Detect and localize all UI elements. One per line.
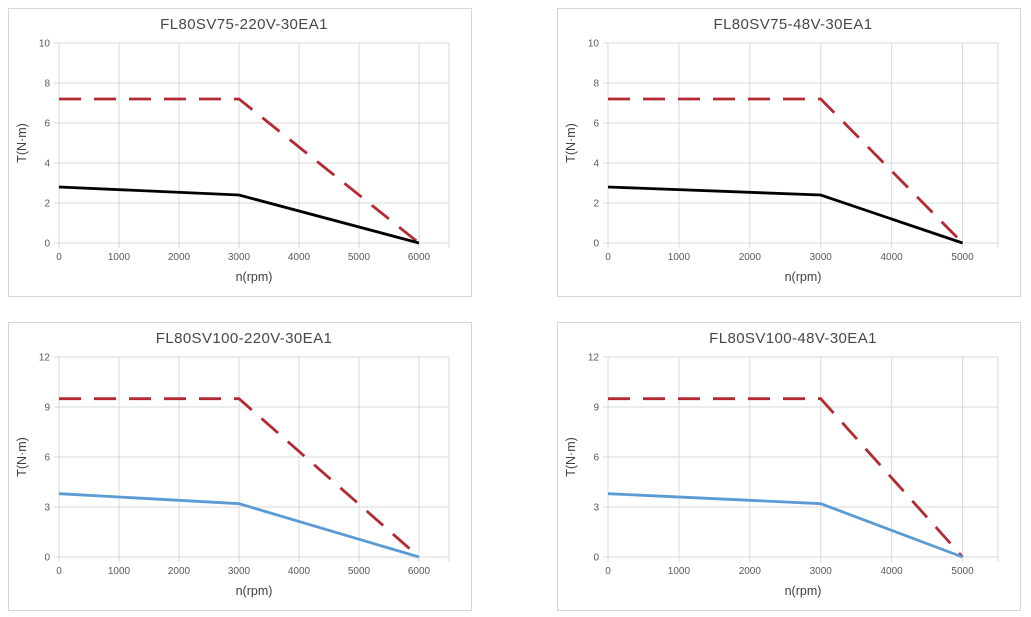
svg-text:n(rpm): n(rpm) (236, 584, 273, 598)
chart-panel-fl80sv100-48v: FL80SV100-48V-30EA1 0 3 6 9 12 0 1000 2000 3000 4… (557, 322, 1021, 611)
chart-title: FL80SV75-48V-30EA1 (713, 16, 873, 33)
svg-text:T(N·m): T(N·m) (15, 123, 29, 163)
chart-panel-fl80sv75-48v: FL80SV75-48V-30EA1 0 2 4 6 8 10 0 1000 2000 3000 4… (557, 8, 1021, 297)
torque-speed-chart: 0 3 6 9 12 0 1000 2000 3000 4000 5000 n(rpm) T(N·m) (564, 353, 999, 598)
svg-text:2000: 2000 (739, 252, 762, 263)
svg-text:1000: 1000 (108, 566, 131, 577)
chart-title: FL80SV100-48V-30EA1 (709, 330, 877, 347)
svg-text:4000: 4000 (881, 566, 904, 577)
series-continuous-torque (58, 492, 420, 559)
svg-text:9: 9 (593, 403, 599, 414)
svg-text:5000: 5000 (348, 566, 371, 577)
svg-text:4: 4 (44, 159, 50, 170)
svg-text:n(rpm): n(rpm) (785, 270, 822, 284)
svg-text:2: 2 (593, 199, 599, 210)
svg-text:1000: 1000 (108, 252, 131, 263)
svg-text:4000: 4000 (288, 566, 311, 577)
svg-text:3000: 3000 (228, 566, 251, 577)
chart-panel-fl80sv100-220v: FL80SV100-220V-30EA1 0 3 6 9 12 0 1000 2000 3000… (8, 322, 472, 611)
svg-text:5000: 5000 (951, 566, 974, 577)
svg-text:4000: 4000 (288, 252, 311, 263)
chart-title: FL80SV100-220V-30EA1 (155, 330, 333, 347)
svg-text:0: 0 (44, 239, 50, 250)
series-peak-torque (59, 397, 420, 559)
svg-text:T(N·m): T(N·m) (564, 437, 578, 477)
series-peak-torque (59, 97, 420, 245)
svg-text:5000: 5000 (951, 252, 974, 263)
svg-text:2000: 2000 (168, 566, 191, 577)
svg-text:10: 10 (39, 39, 51, 50)
svg-text:8: 8 (44, 79, 50, 90)
svg-text:n(rpm): n(rpm) (785, 584, 822, 598)
svg-text:9: 9 (44, 403, 50, 414)
torque-speed-chart: 0 2 4 6 8 10 0 1000 2000 3000 4000 5000 n(rpm) T(N·m) (564, 39, 999, 284)
svg-text:6: 6 (593, 119, 599, 130)
series-peak-torque (608, 397, 964, 558)
svg-text:8: 8 (593, 79, 599, 90)
torque-speed-chart: 0 2 4 6 8 10 0 1000 2000 3000 4000 5000 6000 n(rpm) T(… (15, 39, 450, 284)
series-continuous-torque (607, 185, 963, 245)
svg-text:4000: 4000 (881, 252, 904, 263)
svg-text:3000: 3000 (228, 252, 251, 263)
svg-text:2000: 2000 (739, 566, 762, 577)
svg-text:4: 4 (593, 159, 599, 170)
svg-text:0: 0 (56, 252, 62, 263)
series-continuous-torque (607, 492, 964, 559)
svg-text:1000: 1000 (668, 566, 691, 577)
svg-text:T(N·m): T(N·m) (564, 123, 578, 163)
series-peak-torque (608, 97, 964, 244)
svg-text:6000: 6000 (408, 566, 431, 577)
svg-text:5000: 5000 (348, 252, 371, 263)
svg-text:3000: 3000 (810, 252, 833, 263)
svg-text:T(N·m): T(N·m) (15, 437, 29, 477)
svg-text:12: 12 (39, 353, 51, 364)
svg-text:12: 12 (588, 353, 600, 364)
svg-text:6000: 6000 (408, 252, 431, 263)
svg-text:0: 0 (605, 252, 611, 263)
svg-text:0: 0 (605, 566, 611, 577)
svg-text:10: 10 (588, 39, 600, 50)
chart-panel-fl80sv75-220v: FL80SV75-220V-30EA1 0 2 4 6 8 10 0 1000 2000 3000… (8, 8, 472, 297)
svg-text:2: 2 (44, 199, 50, 210)
svg-text:3: 3 (593, 503, 599, 514)
svg-text:3000: 3000 (810, 566, 833, 577)
svg-text:0: 0 (593, 239, 599, 250)
torque-speed-chart: 0 3 6 9 12 0 1000 2000 3000 4000 5000 6000 n(rpm) T(N… (15, 353, 450, 598)
svg-text:0: 0 (44, 553, 50, 564)
svg-text:1000: 1000 (668, 252, 691, 263)
svg-text:2000: 2000 (168, 252, 191, 263)
svg-text:0: 0 (56, 566, 62, 577)
svg-text:n(rpm): n(rpm) (236, 270, 273, 284)
chart-title: FL80SV75-220V-30EA1 (160, 16, 328, 33)
series-continuous-torque (58, 185, 420, 245)
svg-text:6: 6 (44, 119, 50, 130)
svg-text:3: 3 (44, 503, 50, 514)
svg-text:0: 0 (593, 553, 599, 564)
svg-text:6: 6 (593, 453, 599, 464)
svg-text:6: 6 (44, 453, 50, 464)
